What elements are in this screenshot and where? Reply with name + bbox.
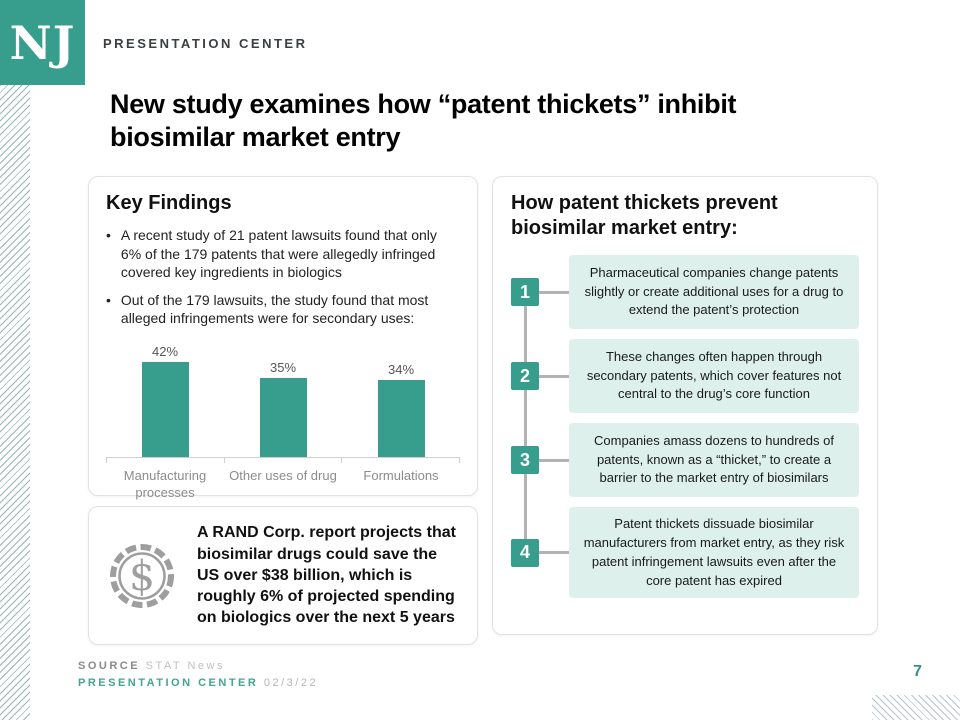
slide-title-line1: New study examines how “patent thickets”… [110,89,737,119]
step-number-badge: 4 [511,538,539,567]
page-number: 7 [913,663,922,680]
bullet-glyph: • [106,227,111,243]
bar-other-uses-of-drug [259,378,307,458]
step-text-box: Patent thickets dissuade biosimilar manu… [569,507,859,599]
process-heading: How patent thickets prevent biosimilar m… [511,192,778,239]
presentation-center-line: PRESENTATION CENTER 02/3/22 [78,677,318,689]
bar-value-label: 42% [151,344,179,360]
key-findings-panel: Key Findings • A recent study of 21 pate… [88,176,478,500]
process-step-2: 2 These changes often happen through sec… [511,339,859,413]
step-connector-line [539,551,569,555]
rand-callout-text: A RAND Corp. report projects that biosim… [197,524,456,627]
step-text-box: These changes often happen through secon… [569,339,859,413]
footer-brand-label: PRESENTATION CENTER [78,677,259,689]
step-text-box: Pharmaceutical companies change patents … [569,255,859,329]
source-value: STAT News [145,660,225,672]
rand-callout-panel: $ A RAND Corp. report projects that bios… [88,506,478,645]
chart-bars: 42% 35% 34% [106,337,460,458]
svg-text:$: $ [129,552,155,600]
process-step-1: 1 Pharmaceutical companies change patent… [511,255,859,329]
bullet-text: Out of the 179 lawsuits, the study found… [120,291,429,327]
category-label: Other uses of drug [229,468,337,484]
key-findings-bullet-1: • A recent study of 21 patent lawsuits f… [106,226,460,282]
bar-formulations [377,380,425,458]
slide-footer: SOURCE STAT News PRESENTATION CENTER 02/… [78,660,318,694]
process-steps: 1 Pharmaceutical companies change patent… [511,255,859,599]
key-findings-heading: Key Findings [106,192,232,214]
bottom-right-hatch-decoration [872,695,960,720]
slide-title-line2: biosimilar market entry [110,121,401,152]
chart-x-axis [106,457,461,464]
bullet-glyph: • [106,291,111,308]
step-connector-line [539,458,569,462]
slide-title: New study examines how “patent thickets”… [110,88,737,154]
step-number-badge: 1 [511,278,539,306]
source-line: SOURCE STAT News [78,660,318,672]
nj-logo: NJ [0,0,85,85]
patent-thicket-process-panel: How patent thickets prevent biosimilar m… [492,176,878,635]
bar-value-label: 35% [269,360,297,376]
axis-tick-segment [341,458,461,464]
brand-wordmark: PRESENTATION CENTER [103,36,308,51]
step-number-badge: 2 [511,362,539,390]
source-label: SOURCE [78,660,141,672]
process-step-4: 4 Patent thickets dissuade biosimilar ma… [511,507,859,599]
step-text-box: Companies amass dozens to hundreds of pa… [569,423,859,497]
key-findings-bullet-2: • Out of the 179 lawsuits, the study fou… [106,291,460,328]
process-step-3: 3 Companies amass dozens to hundreds of … [511,423,859,497]
step-number-badge: 3 [511,446,539,474]
bar-manufacturing-processes [141,362,189,458]
bar-column: 34% [342,362,460,458]
secondary-uses-bar-chart: 42% 35% 34% Manufacturing processes [106,337,461,502]
footer-date: 02/3/22 [263,677,319,689]
dollar-coin-icon: $ [110,543,174,608]
bar-column: 35% [224,360,342,458]
bar-column: 42% [106,344,224,458]
axis-tick-segment [106,458,224,464]
step-connector-line [539,374,569,378]
nj-logo-text: NJ [9,15,76,70]
step-connector-line [539,290,569,294]
bar-value-label: 34% [387,362,415,378]
chart-category-labels: Manufacturing processes Other uses of dr… [106,468,460,502]
left-hatch-decoration [0,85,30,720]
step-connector-vertical-line [523,299,527,555]
axis-tick-segment [223,458,342,464]
category-label: Formulations [363,468,439,484]
bullet-text: A recent study of 21 patent lawsuits fou… [120,227,437,281]
category-label: Manufacturing processes [123,468,207,500]
